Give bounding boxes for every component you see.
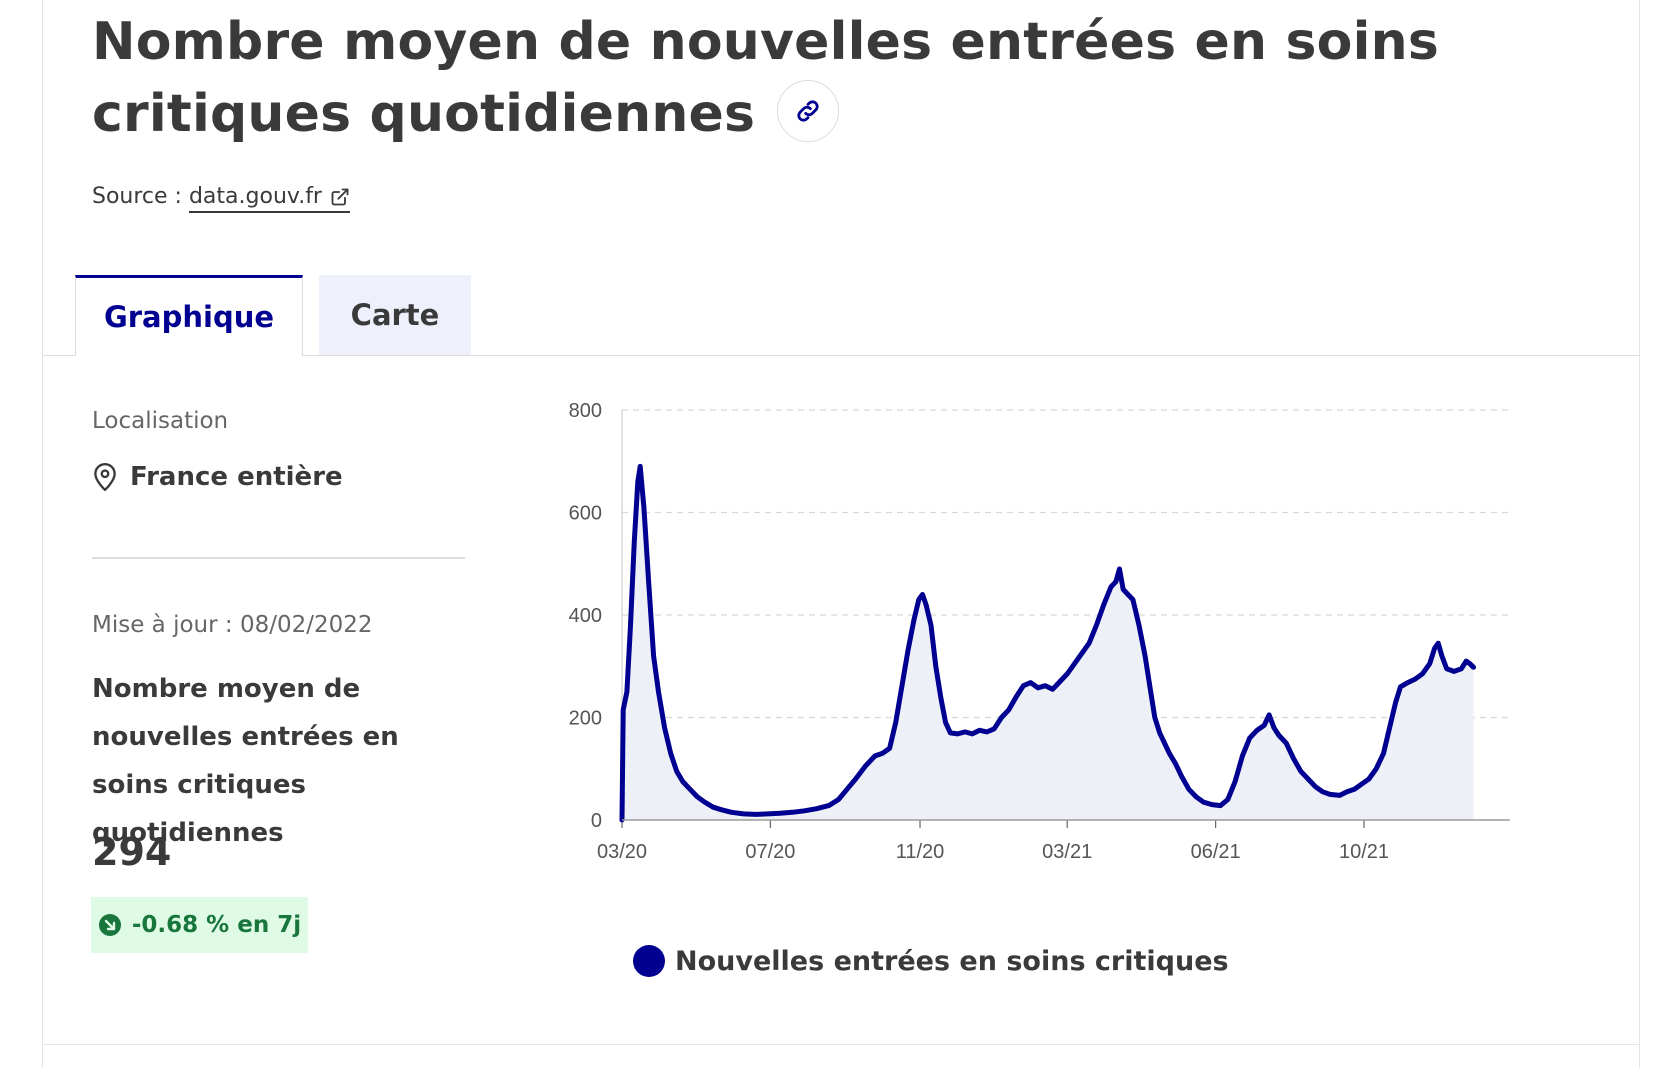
update-date: Mise à jour : 08/02/2022	[92, 612, 373, 638]
x-tick-label: 11/20	[896, 841, 945, 863]
trend-text: -0.68 % en 7j	[131, 912, 302, 938]
tab-graphique-label: Graphique	[103, 300, 275, 334]
location-value: France entière	[130, 462, 343, 492]
panel-right-border	[1639, 0, 1640, 1068]
legend-swatch	[633, 945, 665, 977]
source-prefix: Source :	[92, 184, 189, 209]
x-tick-label: 03/20	[597, 841, 647, 863]
y-tick-label: 200	[569, 708, 602, 730]
y-tick-label: 600	[569, 503, 602, 525]
x-tick-label: 10/21	[1339, 841, 1389, 863]
tab-panel-border	[42, 355, 1640, 356]
source-link[interactable]: data.gouv.fr	[188, 184, 350, 213]
map-pin-icon	[94, 462, 116, 492]
trend-badge: -0.68 % en 7j	[91, 897, 308, 953]
location-label: Localisation	[92, 408, 229, 434]
panel-bottom-border	[42, 1044, 1640, 1045]
legend-label: Nouvelles entrées en soins critiques	[675, 945, 1229, 977]
tab-graphique[interactable]: Graphique	[75, 275, 303, 356]
y-tick-label: 0	[591, 810, 602, 832]
chart-area: 0 200 400 600 800 03/20 07/20 11/20 03/21 06/21 10…	[569, 400, 1510, 863]
page-title: Nombre moyen de nouvelles entrées en soi…	[92, 6, 1632, 150]
external-link-icon	[331, 188, 349, 206]
tab-carte[interactable]: Carte	[319, 275, 471, 355]
y-tick-label: 800	[569, 400, 602, 422]
link-icon	[797, 100, 819, 122]
series-line	[619, 463, 1476, 823]
indicator-title: Nombre moyen de nouvelles entrées en soi…	[92, 674, 399, 848]
location-selector[interactable]: France entière	[92, 462, 343, 492]
x-tick-label: 06/21	[1191, 841, 1241, 863]
x-tick-label: 03/21	[1042, 841, 1092, 863]
copy-link-button[interactable]	[777, 80, 840, 142]
page-title-text: Nombre moyen de nouvelles entrées en soi…	[92, 12, 1439, 144]
source-line: Source : data.gouv.fr	[92, 184, 350, 213]
indicator-value: 294	[92, 830, 172, 874]
tab-carte-label: Carte	[350, 298, 440, 332]
series-area	[622, 466, 1474, 820]
sidebar-divider	[92, 557, 465, 559]
arrow-down-right-icon	[98, 914, 121, 936]
y-tick-label: 400	[569, 605, 602, 627]
panel-left-border	[42, 0, 43, 1068]
chart-legend: Nouvelles entrées en soins critiques	[633, 945, 1229, 977]
x-tick-label: 07/20	[745, 841, 795, 863]
source-link-text: data.gouv.fr	[188, 184, 322, 209]
